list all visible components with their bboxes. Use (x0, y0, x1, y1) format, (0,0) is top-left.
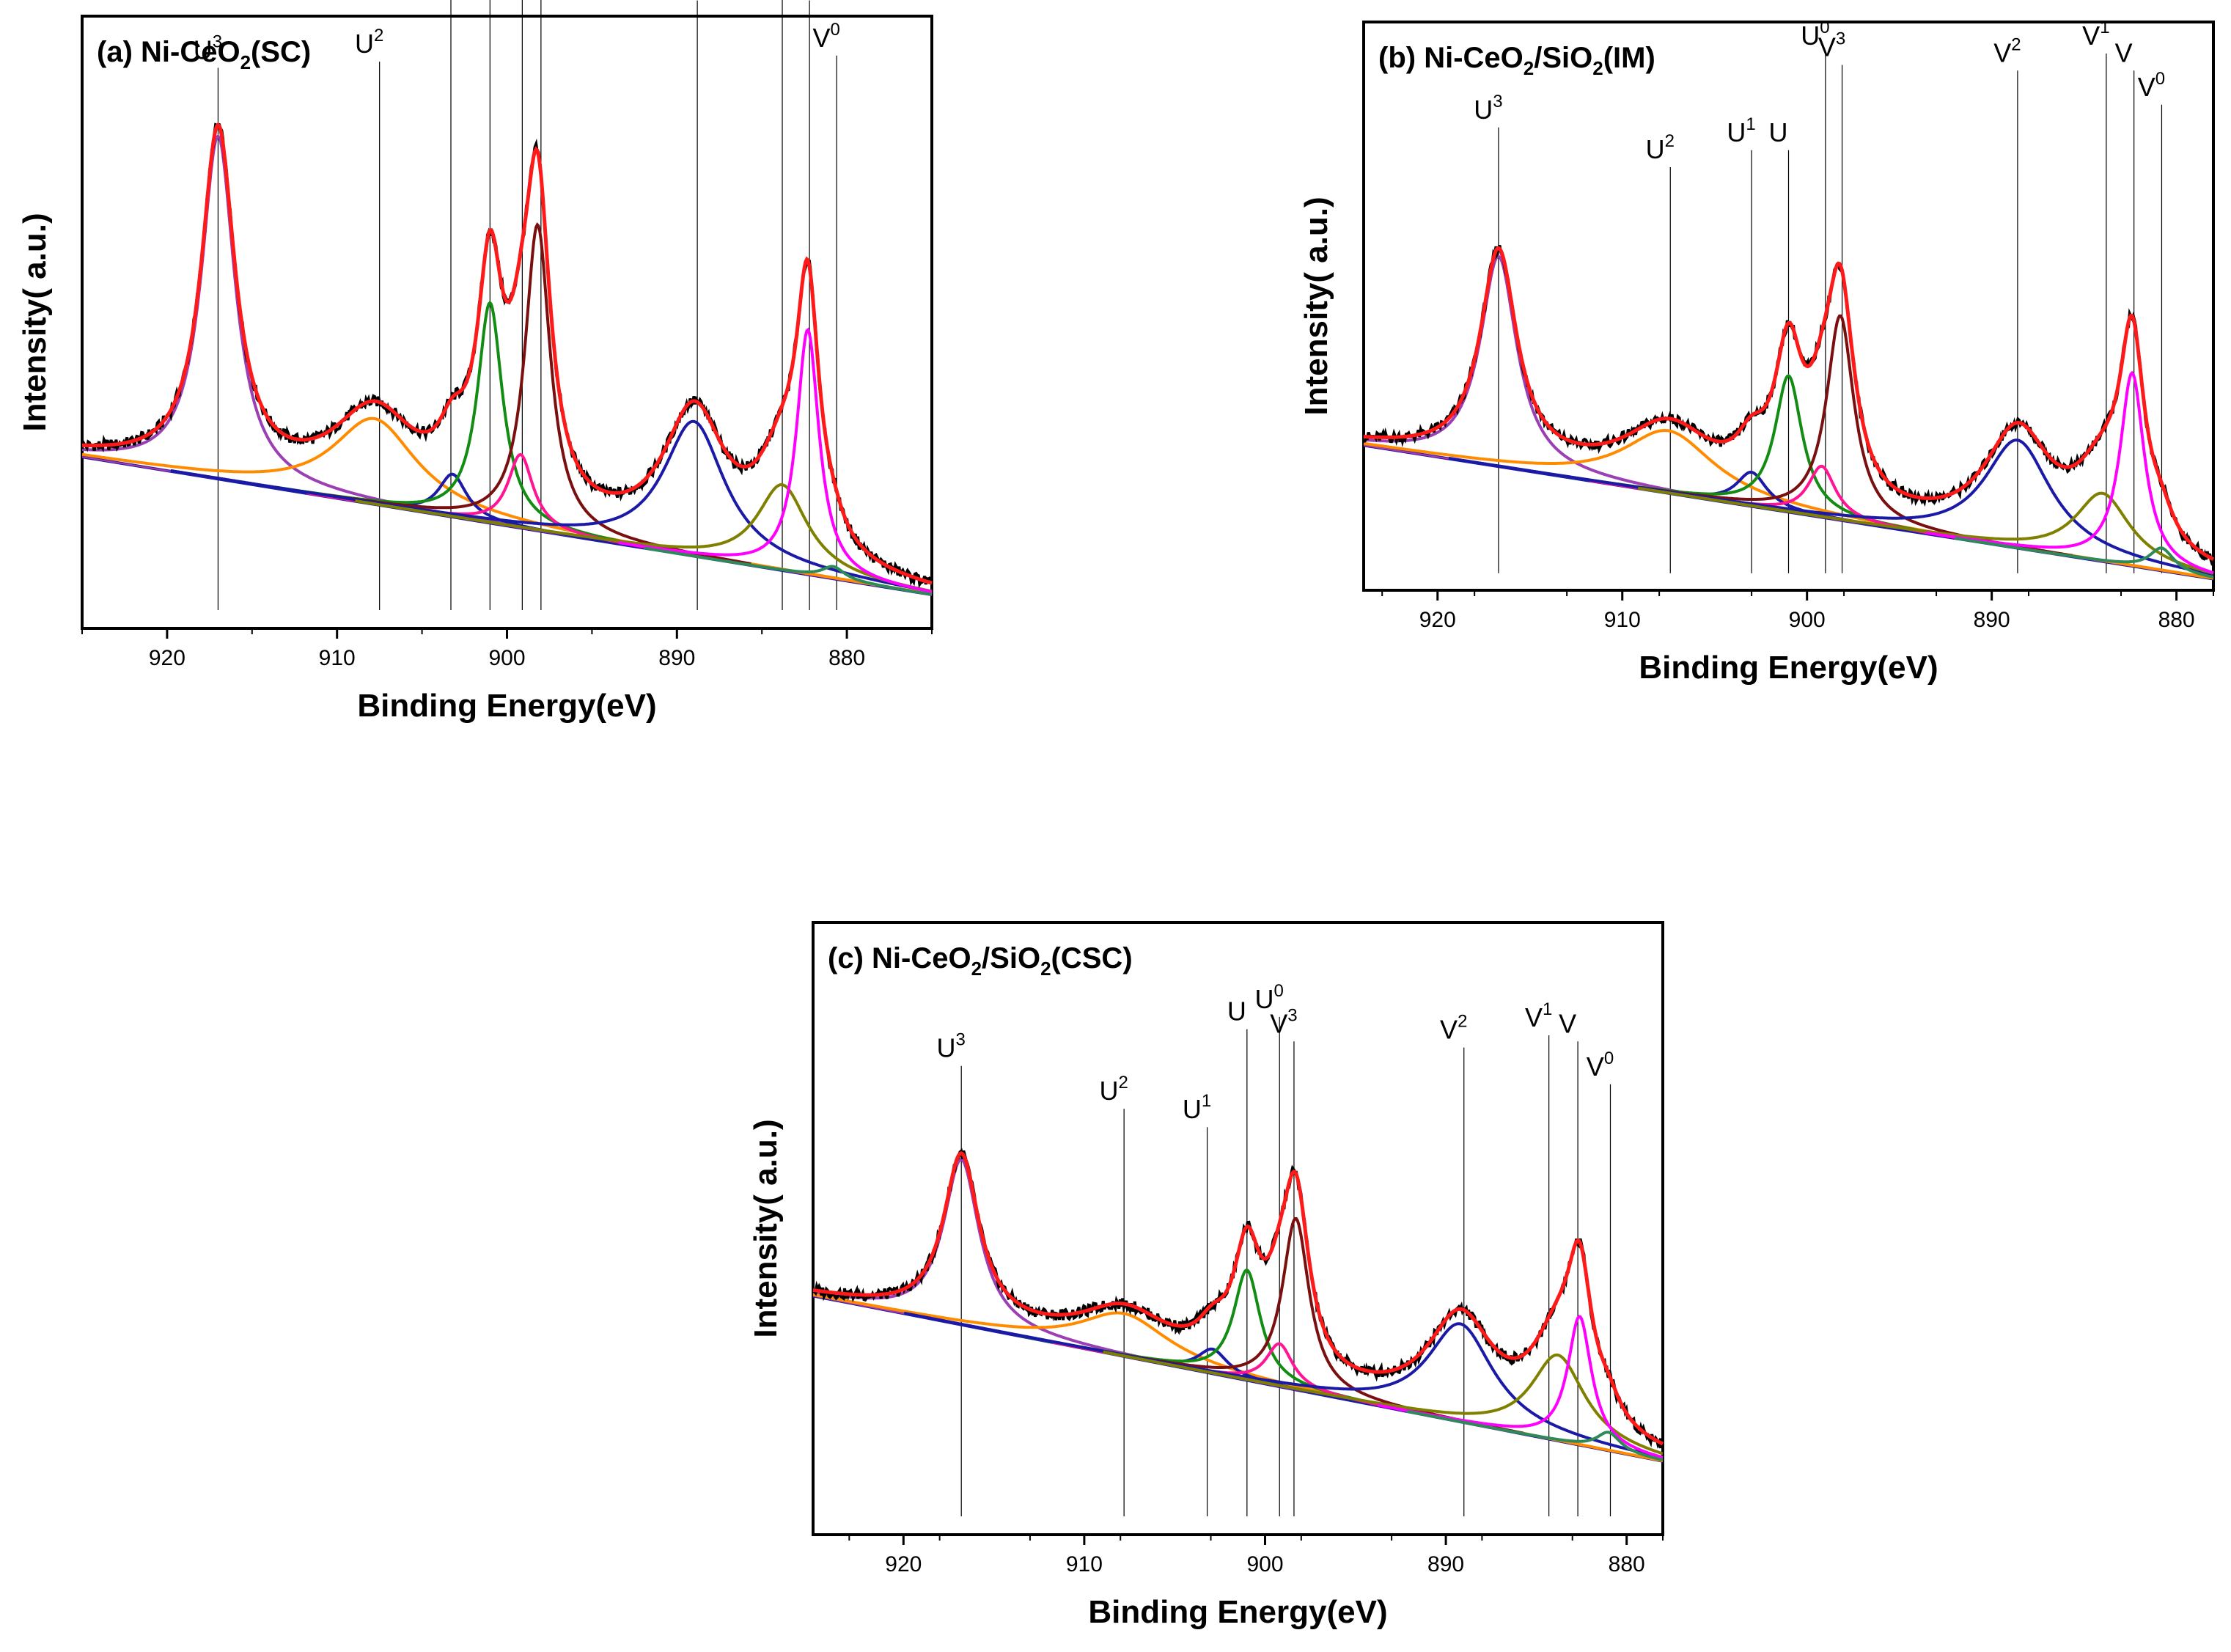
x-axis-label: Binding Energy(eV) (1088, 1594, 1387, 1630)
component-V1 (1637, 486, 2214, 575)
component-V2 (903, 1311, 1664, 1459)
x-tick-label: 920 (149, 646, 185, 670)
peak-label: V1 (1525, 999, 1552, 1032)
x-tick-label: 880 (828, 646, 865, 670)
peak-label: U1 (1727, 114, 1755, 147)
x-tick-label: 910 (1066, 1552, 1103, 1576)
peak-label: U (1227, 996, 1246, 1027)
fit-envelope (82, 122, 933, 585)
peak-label: V0 (2138, 69, 2165, 102)
peak-label: U2 (1646, 131, 1675, 164)
x-tick-label: 900 (1789, 608, 1826, 632)
peak-label: V1 (2082, 18, 2109, 51)
peak-label: U3 (1474, 92, 1502, 125)
peak-label: V0 (1587, 1049, 1614, 1082)
fit-envelope (1363, 246, 2215, 562)
x-tick-label: 900 (488, 646, 525, 670)
peak-label: U0 (1255, 981, 1284, 1014)
panel-title: (b) Ni-CeO2/SiO2(IM) (1378, 42, 1655, 79)
panel-title: (a) Ni-CeO2(SC) (97, 36, 311, 73)
chart-panel-a: U3U2U1UU0V3V2V1VV0920910900890880Binding… (17, 0, 933, 724)
peak-label: V0 (813, 20, 840, 53)
peak-label: V3 (1270, 1005, 1297, 1038)
x-tick-label: 880 (2158, 608, 2195, 632)
x-tick-label: 890 (658, 646, 695, 670)
component-V0 (1954, 536, 2214, 579)
peak-label: V (1559, 1008, 1576, 1038)
component-U3 (812, 1158, 1265, 1384)
x-tick-label: 910 (1604, 608, 1641, 632)
component-V2 (170, 419, 933, 593)
x-tick-label: 890 (1974, 608, 2010, 632)
plot-frame (812, 921, 1664, 1536)
component-V (1925, 370, 2214, 575)
peak-label: U2 (1099, 1073, 1128, 1106)
peak-label: U1 (1183, 1091, 1211, 1124)
component-V1 (1103, 1350, 1664, 1455)
x-tick-label: 890 (1427, 1552, 1464, 1576)
plot-frame (1362, 21, 2215, 592)
peak-label: V2 (1993, 34, 2021, 67)
plot-frame (81, 15, 933, 630)
panel-title: (c) Ni-CeO2/SiO2(CSC) (828, 942, 1133, 980)
x-axis-label: Binding Energy(eV) (357, 688, 656, 724)
fit-envelope (812, 1150, 1664, 1446)
component-V0 (1406, 1409, 1664, 1462)
component-U3 (1363, 254, 1809, 516)
x-tick-label: 920 (885, 1552, 922, 1576)
y-axis-label: Intensity( a.u.) (1298, 197, 1334, 415)
peak-label: V3 (1818, 29, 1845, 62)
component-V (618, 327, 933, 594)
peak-label: V (2115, 37, 2133, 67)
peak-label: V2 (1440, 1012, 1467, 1045)
x-tick-label: 880 (1609, 1552, 1645, 1576)
component-U3 (81, 133, 504, 525)
component-V2 (1448, 438, 2214, 576)
x-axis-label: Binding Energy(eV) (1639, 650, 1938, 686)
peak-label: U0 (1801, 18, 1829, 51)
peak-label: U2 (355, 26, 383, 59)
y-axis-label: Intensity( a.u.) (17, 213, 53, 431)
component-U2 (81, 416, 933, 596)
x-tick-label: 910 (319, 646, 356, 670)
peak-label: U3 (194, 32, 222, 65)
component-V1 (355, 482, 933, 593)
peak-label: U3 (937, 1030, 966, 1063)
y-axis-label: Intensity( a.u.) (748, 1119, 784, 1337)
peak-label: U (1769, 117, 1788, 147)
x-tick-label: 900 (1246, 1552, 1283, 1576)
component-V3 (323, 221, 751, 565)
component-V0 (644, 546, 933, 596)
x-tick-label: 920 (1419, 608, 1456, 632)
component-V (1377, 1315, 1664, 1459)
